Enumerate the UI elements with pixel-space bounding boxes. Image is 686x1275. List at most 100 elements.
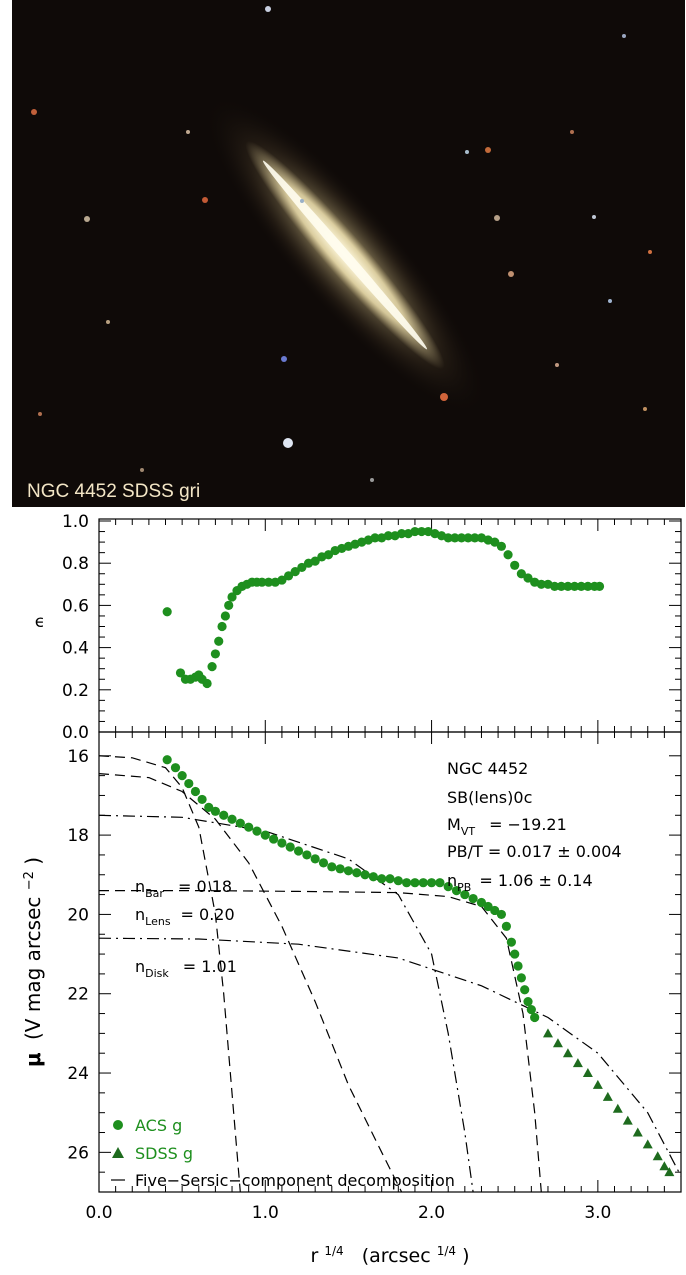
svg-text:μ (V mag arcsec −2: μ (V mag arcsec −2 ) <box>14 857 45 1067</box>
eps-tick-label: 0.6 <box>62 596 89 616</box>
mu-tick-label: 18 <box>67 826 89 846</box>
eps-axis-label: ϵ <box>35 612 45 632</box>
sdss-point <box>602 1091 613 1101</box>
abs-magnitude: MVT = −19.21 <box>447 815 567 838</box>
eps-point <box>207 661 217 672</box>
legend-fit-label: Five−Sersic−component decomposition <box>135 1171 455 1190</box>
acs-point <box>468 893 478 904</box>
sdss-point <box>664 1167 675 1177</box>
legend: ACS g SDSS g Five−Sersic−component decom… <box>111 1116 455 1190</box>
eps-point <box>220 611 230 621</box>
eps-point <box>290 567 300 577</box>
n-pb: nPB = 1.06 ± 0.14 <box>447 871 593 894</box>
acs-point <box>435 878 445 888</box>
acs-point <box>402 878 412 888</box>
brightness-panel-frame <box>98 731 682 1193</box>
mu-tick-label: 16 <box>67 747 89 767</box>
sdss-point <box>562 1048 573 1058</box>
eps-point <box>162 607 172 617</box>
sdss-point <box>612 1103 623 1113</box>
acs-point <box>244 822 254 832</box>
eps-point <box>410 526 420 537</box>
eps-point <box>210 649 220 659</box>
x-axis-unit: (arcsec <box>362 1245 431 1267</box>
galaxy-type: SB(lens)0c <box>447 788 532 807</box>
acs-point <box>285 842 295 852</box>
acs-point <box>496 909 507 920</box>
eps-point <box>264 577 274 587</box>
acs-point <box>516 973 526 983</box>
x-axis-r: r <box>311 1245 319 1267</box>
acs-point <box>318 858 329 868</box>
eps-point <box>523 573 533 583</box>
legend-sdss-label: SDSS g <box>135 1144 193 1163</box>
x-axis-exp2: 1/4 <box>437 1244 456 1258</box>
sdss-point <box>542 1028 553 1038</box>
acs-point <box>204 802 214 812</box>
acs-point <box>235 818 245 828</box>
sdss-point <box>632 1127 643 1137</box>
mu-tick-label: 26 <box>67 1143 89 1163</box>
pb-ratio: PB/T = 0.017 ± 0.004 <box>447 842 622 861</box>
sdss-point <box>552 1038 563 1048</box>
acs-point <box>327 862 337 872</box>
x-axis-exp1: 1/4 <box>324 1244 343 1258</box>
x-tick-label: 2.0 <box>418 1203 445 1223</box>
sdss-point <box>659 1161 670 1171</box>
acs-point <box>451 886 462 896</box>
mu-unit: (V mag arcsec <box>21 897 45 1040</box>
eps-point <box>594 581 605 592</box>
acs-point <box>170 763 181 773</box>
x-tick-label: 3.0 <box>584 1203 611 1223</box>
eps-point <box>496 541 507 551</box>
legend-acs-marker <box>113 1120 123 1130</box>
acs-point <box>310 854 320 864</box>
legend-sdss-marker <box>112 1147 124 1158</box>
eps-point <box>310 556 320 566</box>
mu-tick-label: 24 <box>67 1064 89 1084</box>
mu-close: ) <box>21 857 45 865</box>
sersic-component-curve <box>98 773 403 1193</box>
acs-point <box>252 826 262 836</box>
eps-tick-label: 1.0 <box>62 512 89 532</box>
acs-point <box>526 1004 536 1015</box>
galaxy-name: NGC 4452 <box>447 759 528 778</box>
sersic-component-curve <box>99 890 542 1193</box>
eps-tick-label: 0.0 <box>62 723 89 743</box>
acs-point <box>510 949 520 959</box>
acs-point <box>418 878 428 888</box>
eps-point <box>516 569 526 579</box>
n-lens: nLens = 0.20 <box>135 905 235 928</box>
acs-point <box>260 830 270 840</box>
eps-point <box>283 571 294 581</box>
n-bar: nBar = 0.18 <box>135 877 232 900</box>
eps-point <box>583 581 593 592</box>
brightness-points <box>162 755 675 1177</box>
sersic-component-curve <box>98 937 682 1177</box>
eps-point <box>217 621 227 632</box>
acs-point <box>483 901 493 912</box>
acs-point <box>269 834 279 844</box>
mu-tick-label: 20 <box>67 905 89 925</box>
eps-point <box>323 550 334 560</box>
eps-point <box>443 533 453 543</box>
acs-point <box>219 810 229 820</box>
sdss-point <box>642 1139 653 1149</box>
eps-point <box>370 533 380 543</box>
eps-tick-label: 0.2 <box>62 681 89 701</box>
galaxy-image: NGC 4452 SDSS gri <box>12 0 685 507</box>
acs-point <box>210 806 220 816</box>
eps-point <box>416 526 427 537</box>
eps-point <box>556 581 566 592</box>
acs-point <box>302 850 312 860</box>
mu-exp: −2 <box>22 871 37 890</box>
ellipticity-points <box>162 526 605 689</box>
eps-point <box>550 581 560 592</box>
mu-symbol: μ <box>21 1052 45 1067</box>
acs-point <box>460 889 470 900</box>
eps-point <box>563 581 573 592</box>
acs-point <box>410 878 420 888</box>
tick-labels: 0.0 1.0 2.0 3.0 0.0 0.2 0.4 0.6 0.8 1.0 16 18 20 22 24… <box>62 512 611 1223</box>
eps-point <box>450 533 460 543</box>
